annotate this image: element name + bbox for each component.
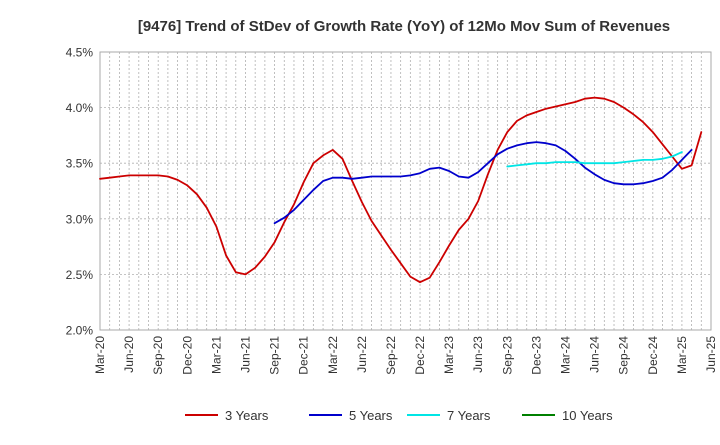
x-tick-label: Mar-23 — [442, 336, 456, 374]
x-tick-label: Jun-25 — [704, 336, 718, 373]
x-tick-label: Dec-20 — [180, 336, 194, 375]
chart-title: [9476] Trend of StDev of Growth Rate (Yo… — [138, 18, 670, 35]
legend-label-7-years: 7 Years — [447, 408, 491, 423]
x-tick-label: Dec-21 — [297, 336, 311, 375]
x-tick-label: Jun-22 — [355, 336, 369, 373]
legend-label-3-years: 3 Years — [225, 408, 269, 423]
axis-labels: 2.0% 2.5% 3.0% 3.5% 4.0% 4.5% Mar-20 Jun-20 Sep-… — [66, 46, 718, 375]
x-tick-label: Dec-22 — [413, 336, 427, 375]
x-tick-label: Jun-21 — [238, 336, 252, 373]
x-tick-label: Sep-24 — [617, 336, 631, 375]
legend: 3 Years 5 Years 7 Years 10 Years — [185, 408, 613, 423]
x-tick-label: Mar-22 — [326, 336, 340, 374]
x-tick-label: Jun-24 — [588, 336, 602, 373]
x-tick-label: Mar-21 — [209, 336, 223, 374]
x-tick-label: Sep-22 — [384, 336, 398, 375]
series-line-5-years — [273, 141, 693, 225]
legend-label-5-years: 5 Years — [349, 408, 393, 423]
x-tick-label: Sep-21 — [268, 336, 282, 375]
x-tick-label: Sep-23 — [500, 336, 514, 375]
y-tick-label: 3.0% — [66, 212, 94, 226]
x-tick-label: Mar-20 — [93, 336, 107, 374]
y-tick-label: 2.5% — [66, 268, 94, 282]
y-tick-label: 3.5% — [66, 157, 94, 171]
series-line-3-years — [99, 96, 703, 284]
y-tick-label: 2.0% — [66, 324, 94, 338]
y-tick-label: 4.0% — [66, 101, 94, 115]
x-tick-label: Sep-20 — [151, 336, 165, 375]
series-lines — [99, 96, 703, 284]
x-tick-label: Mar-24 — [559, 336, 573, 374]
legend-label-10-years: 10 Years — [562, 408, 613, 423]
x-tick-label: Dec-24 — [646, 336, 660, 375]
x-tick-label: Mar-25 — [675, 336, 689, 374]
plot-area — [99, 51, 712, 331]
x-tick-label: Jun-20 — [122, 336, 136, 373]
grid-lines — [100, 52, 711, 330]
series-line-7-years — [506, 151, 683, 168]
y-tick-label: 4.5% — [66, 46, 94, 60]
x-tick-label: Jun-23 — [471, 336, 485, 373]
x-tick-label: Dec-23 — [529, 336, 543, 375]
